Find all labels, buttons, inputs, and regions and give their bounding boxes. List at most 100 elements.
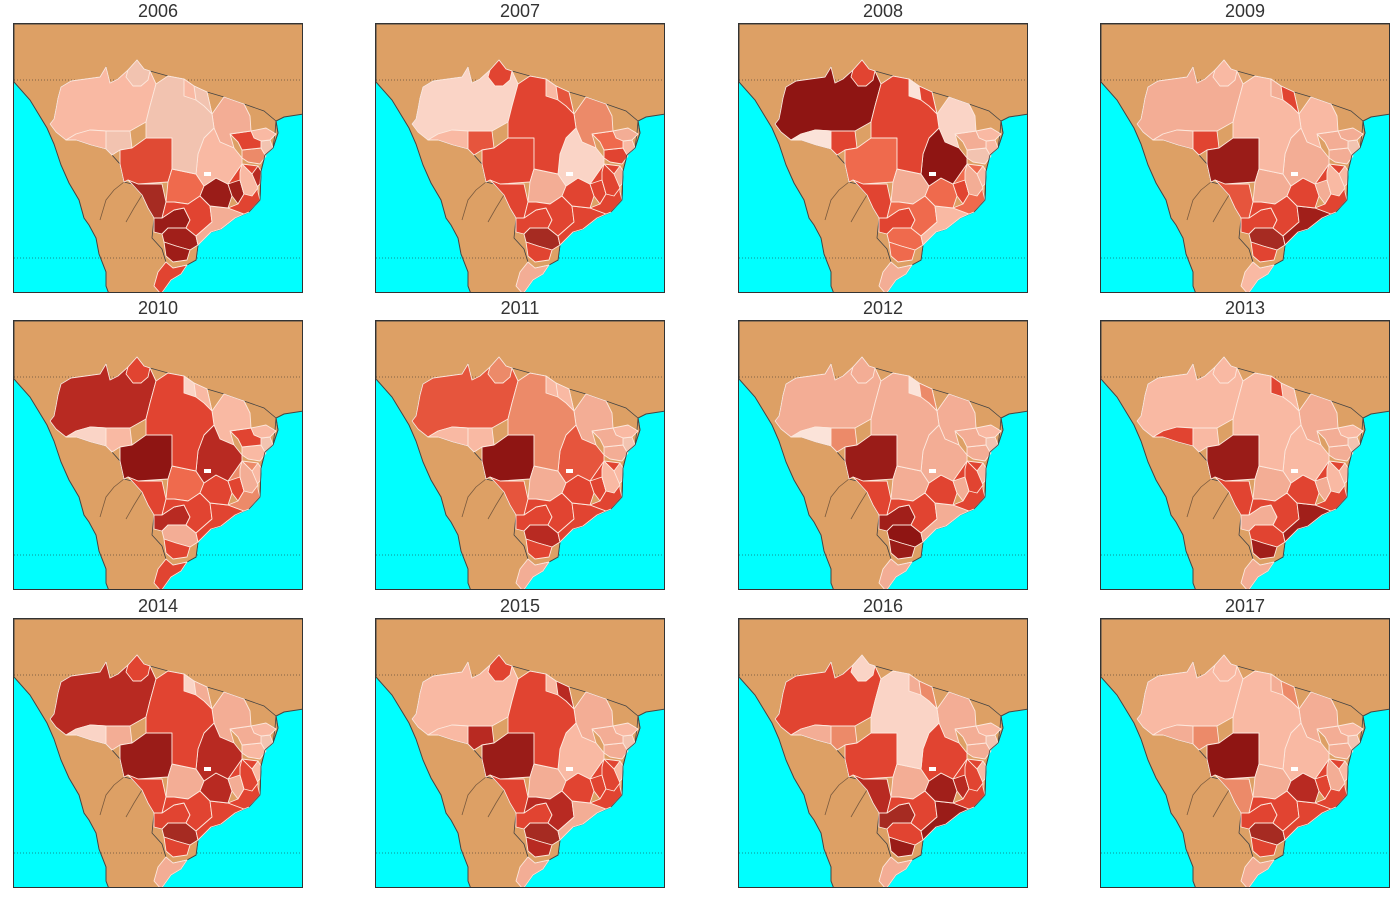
state-region xyxy=(954,130,987,151)
district-marker xyxy=(929,469,936,473)
panel-title-2009: 2009 xyxy=(1224,1,1266,21)
coastline xyxy=(1335,120,1366,213)
state-region xyxy=(1326,460,1346,494)
panel-title-2016: 2016 xyxy=(862,596,904,616)
country-border xyxy=(461,776,487,816)
state-region xyxy=(125,59,151,87)
coastline xyxy=(248,417,279,510)
map-svg xyxy=(1101,321,1389,589)
map-panel-2010 xyxy=(13,320,303,590)
state-region xyxy=(555,382,575,412)
state-region xyxy=(888,836,916,858)
state-region xyxy=(878,856,913,887)
state-region xyxy=(239,460,259,494)
country-border xyxy=(824,181,850,221)
country-border xyxy=(487,194,505,223)
panel-title-2015: 2015 xyxy=(499,596,541,616)
district-marker xyxy=(929,172,936,176)
map-svg xyxy=(376,24,664,292)
state-region xyxy=(193,680,213,710)
state-region xyxy=(153,856,188,887)
state-region xyxy=(515,856,550,887)
district-marker xyxy=(929,767,936,771)
country-border xyxy=(824,776,850,816)
panel-title-2013: 2013 xyxy=(1224,298,1266,318)
state-region xyxy=(163,538,191,560)
state-region xyxy=(229,725,262,746)
coastline xyxy=(1335,715,1366,808)
state-region xyxy=(193,382,213,412)
district-marker xyxy=(204,172,211,176)
map-svg xyxy=(14,321,302,589)
country-border xyxy=(1186,776,1212,816)
map-panel-2007 xyxy=(375,23,665,293)
state-region xyxy=(1280,382,1300,412)
panel-title-2012: 2012 xyxy=(862,298,904,318)
state-region xyxy=(601,163,621,197)
district-marker xyxy=(204,469,211,473)
state-region xyxy=(1250,538,1278,560)
state-region xyxy=(918,85,938,115)
panel-title-2014: 2014 xyxy=(137,596,179,616)
country-border xyxy=(125,194,143,223)
state-region xyxy=(964,460,984,494)
state-region xyxy=(1240,856,1275,887)
district-marker xyxy=(204,767,211,771)
state-region xyxy=(1212,356,1238,384)
state-region xyxy=(954,427,987,448)
panel-title-2011: 2011 xyxy=(500,298,540,318)
state-region xyxy=(918,680,938,710)
state-region xyxy=(163,836,191,858)
country-border xyxy=(1186,181,1212,221)
state-region xyxy=(954,725,987,746)
state-region xyxy=(850,356,876,384)
country-border xyxy=(850,491,868,520)
state-region xyxy=(964,163,984,197)
state-region xyxy=(918,382,938,412)
state-region xyxy=(125,356,151,384)
state-region xyxy=(153,261,188,292)
map-svg xyxy=(376,619,664,887)
map-svg xyxy=(14,619,302,887)
state-region xyxy=(555,680,575,710)
country-border xyxy=(487,789,505,818)
map-panel-2009 xyxy=(1100,23,1390,293)
state-region xyxy=(515,558,550,589)
panel-title-2017: 2017 xyxy=(1224,596,1266,616)
state-region xyxy=(591,725,624,746)
state-region xyxy=(239,758,259,792)
map-svg xyxy=(14,24,302,292)
map-panel-2011 xyxy=(375,320,665,590)
state-region xyxy=(591,130,624,151)
district-marker xyxy=(566,767,573,771)
map-svg xyxy=(739,24,1027,292)
district-marker xyxy=(1291,469,1298,473)
map-panel-2017 xyxy=(1100,618,1390,888)
state-region xyxy=(193,85,213,115)
state-region xyxy=(964,758,984,792)
coastline xyxy=(248,715,279,808)
panel-title-2006: 2006 xyxy=(137,1,179,21)
state-region xyxy=(153,558,188,589)
state-region xyxy=(888,241,916,263)
map-svg xyxy=(1101,619,1389,887)
state-region xyxy=(487,356,513,384)
country-border xyxy=(1212,491,1230,520)
state-region xyxy=(1250,836,1278,858)
country-border xyxy=(125,789,143,818)
district-marker xyxy=(566,469,573,473)
state-region xyxy=(850,59,876,87)
state-region xyxy=(125,654,151,682)
district-marker xyxy=(1291,767,1298,771)
country-border xyxy=(824,478,850,518)
coastline xyxy=(610,715,641,808)
state-region xyxy=(1240,558,1275,589)
map-panel-2012 xyxy=(738,320,1028,590)
map-svg xyxy=(1101,24,1389,292)
map-svg xyxy=(376,321,664,589)
coastline xyxy=(610,417,641,510)
coastline xyxy=(973,120,1004,213)
state-region xyxy=(601,758,621,792)
map-panel-2015 xyxy=(375,618,665,888)
state-region xyxy=(1326,163,1346,197)
